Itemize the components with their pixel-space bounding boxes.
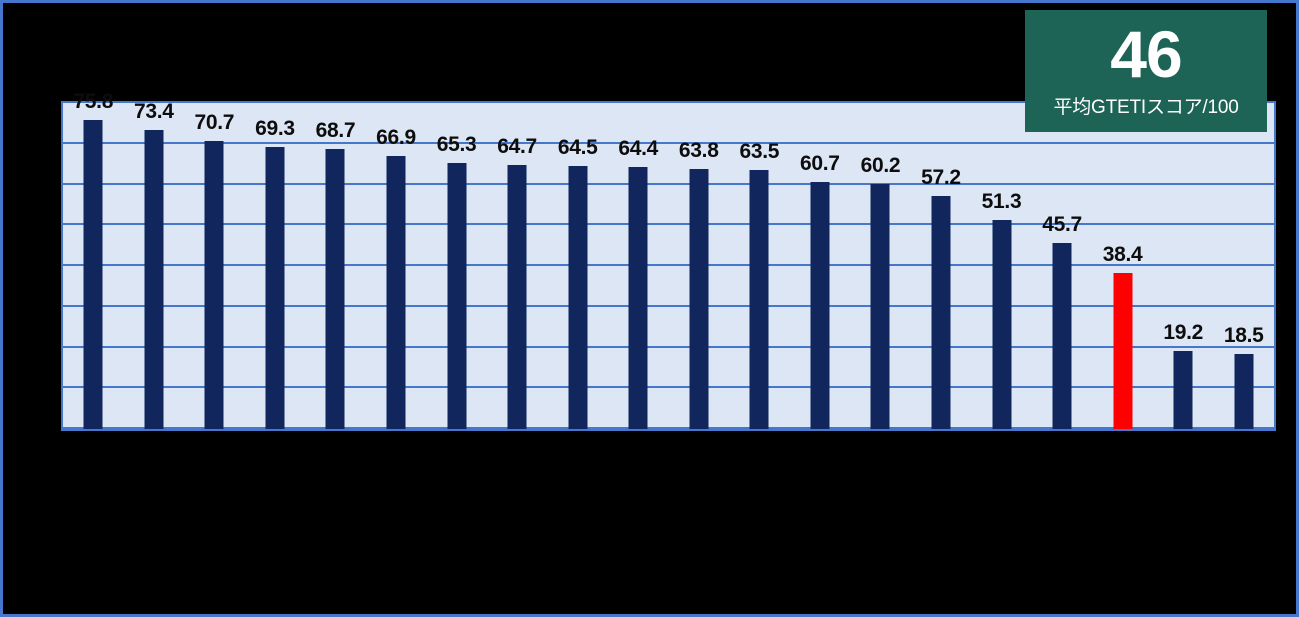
bar-group[interactable]: 66.9 (366, 103, 427, 429)
bar-group[interactable]: 63.5 (729, 103, 790, 429)
bar-group[interactable]: 19.2 (1153, 103, 1214, 429)
bar-group[interactable]: 60.7 (790, 103, 851, 429)
kpi-value: 46 (1110, 17, 1182, 92)
bar[interactable] (1234, 353, 1254, 429)
bar-value-label: 57.2 (921, 165, 961, 189)
bar[interactable] (204, 140, 224, 429)
bar[interactable] (386, 156, 406, 429)
bar-group[interactable]: 45.7 (1032, 103, 1093, 429)
bar-group[interactable]: 51.3 (971, 103, 1032, 429)
bar-value-label: 68.7 (315, 119, 356, 143)
bar-group[interactable]: 18.5 (1213, 103, 1274, 429)
bar-group[interactable]: 70.7 (184, 103, 245, 429)
bar-group[interactable]: 64.4 (608, 103, 669, 429)
bar[interactable] (568, 166, 588, 429)
bar-group[interactable]: 64.7 (487, 103, 548, 429)
bar-value-label: 66.9 (376, 126, 416, 150)
bar-group[interactable]: 64.5 (547, 103, 608, 429)
bar-value-label: 69.3 (255, 116, 295, 140)
kpi-caption: 平均GTETIスコア/100 (1053, 96, 1239, 118)
bar[interactable] (1173, 350, 1193, 429)
bar-value-label: 19.2 (1163, 320, 1203, 344)
bar-value-label: 63.5 (739, 140, 780, 164)
bar[interactable] (628, 166, 648, 429)
bar[interactable] (83, 120, 103, 429)
bar-value-label: 63.8 (678, 139, 719, 163)
bar[interactable] (810, 181, 830, 429)
bar[interactable] (1052, 242, 1072, 429)
bar-value-label: 64.7 (497, 135, 537, 159)
bar[interactable] (265, 146, 285, 429)
bar-value-label: 18.5 (1223, 323, 1264, 347)
bar-value-label: 60.2 (860, 153, 901, 177)
bar-group[interactable]: 75.8 (63, 90, 124, 429)
kpi-badge: 46 平均GTETIスコア/100 (1025, 10, 1267, 132)
bar-value-label: 64.5 (557, 136, 598, 160)
bar-value-label: 64.4 (618, 136, 659, 160)
bar-group[interactable]: 68.7 (305, 103, 366, 429)
bar-group[interactable]: 57.2 (911, 103, 972, 429)
bar-group[interactable]: 73.4 (124, 99, 185, 429)
bar-group[interactable]: 60.2 (850, 103, 911, 429)
bar-value-label: 51.3 (981, 189, 1022, 213)
bar-value-label: 70.7 (194, 110, 235, 134)
bar[interactable] (507, 165, 527, 429)
bar-highlighted[interactable] (1113, 272, 1133, 429)
bar-group[interactable]: 69.3 (245, 103, 306, 429)
bar-value-label: 73.4 (133, 99, 174, 123)
bar[interactable] (325, 149, 345, 429)
bar-value-label: 38.4 (1102, 242, 1143, 266)
bar-group[interactable]: 38.4 (1092, 103, 1153, 429)
bar[interactable] (931, 195, 951, 429)
chart-plot-area: 75.8 73.4 70.7 69.3 68.7 66.9 65.3 64.7 64.5 64.4… (61, 90, 1276, 431)
bar-value-label: 65.3 (436, 132, 477, 156)
bar-group[interactable]: 65.3 (426, 103, 487, 429)
bar[interactable] (749, 170, 769, 429)
bar[interactable] (144, 129, 164, 429)
bar[interactable] (447, 162, 467, 429)
bar-value-label: 75.8 (73, 90, 114, 114)
chart-bars-layer: 75.8 73.4 70.7 69.3 68.7 66.9 65.3 64.7 64.5 64.4… (63, 90, 1274, 429)
bar[interactable] (689, 169, 709, 429)
bar[interactable] (992, 219, 1012, 429)
bar-group[interactable]: 63.8 (669, 103, 730, 429)
bar[interactable] (870, 183, 890, 429)
bar-value-label: 60.7 (800, 151, 840, 175)
bar-value-label: 45.7 (1042, 212, 1082, 236)
